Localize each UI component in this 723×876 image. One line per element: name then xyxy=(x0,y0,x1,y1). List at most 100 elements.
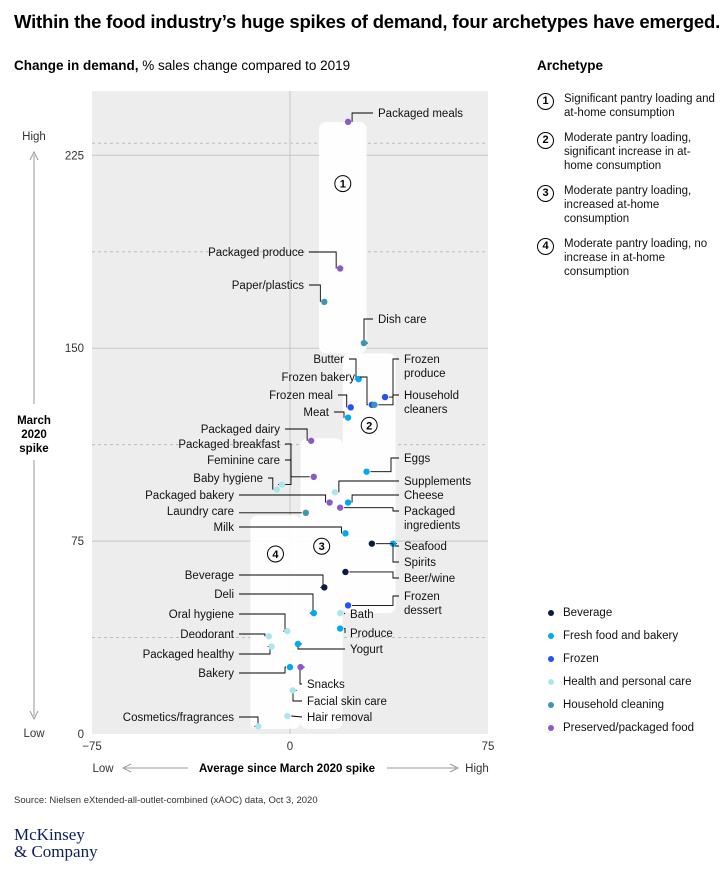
point-label-line: Frozen xyxy=(404,354,440,366)
leader-line xyxy=(309,284,321,302)
category-legend-item: Beverage xyxy=(548,601,694,624)
archetype-badge xyxy=(334,175,352,193)
archetype-legend-item: 1 Significant pantry loading and at-home … xyxy=(537,92,717,120)
leader-line xyxy=(239,666,286,674)
point-label-line: Frozen xyxy=(404,591,440,603)
point-label-line: cleaners xyxy=(404,404,448,416)
category-legend-item: Preserved/packaged food xyxy=(548,716,694,739)
leader-line xyxy=(344,628,346,633)
point-label: Eggs xyxy=(404,453,430,465)
legend-dot-icon xyxy=(548,701,554,708)
category-legend-item: Frozen xyxy=(548,647,694,670)
category-legend: Beverage Fresh food and bakery Frozen He… xyxy=(548,601,694,739)
point-label: Frozen produce xyxy=(404,354,446,380)
category-label: Beverage xyxy=(563,606,613,619)
point-label: Meat xyxy=(303,407,329,419)
archetype-region xyxy=(342,353,396,614)
point-label: Frozen dessert xyxy=(404,591,443,617)
y-axis-title-line: 2020 xyxy=(21,429,47,441)
data-point xyxy=(371,401,378,408)
data-point xyxy=(321,584,328,591)
leader-line xyxy=(239,494,327,503)
leader-line xyxy=(291,715,303,718)
leader-line xyxy=(309,251,337,269)
leader-line xyxy=(239,526,342,534)
point-label: Packaged healthy xyxy=(143,649,235,661)
point-label: Packaged bakery xyxy=(145,490,234,502)
point-label: Household cleaners xyxy=(404,390,459,416)
y-high-label: High xyxy=(22,131,46,143)
data-point xyxy=(265,633,273,640)
category-label: Household cleaning xyxy=(563,698,665,711)
y-axis-title-line: spike xyxy=(19,443,48,455)
point-label: Beer/wine xyxy=(404,573,455,585)
archetype-badge xyxy=(313,537,331,555)
point-label: Spirits xyxy=(404,557,436,569)
leader-line xyxy=(389,358,399,398)
data-point xyxy=(331,489,339,496)
source-note: Source: Nielsen eXtended-all-outlet-comb… xyxy=(14,795,318,806)
y-low-label: Low xyxy=(23,728,45,740)
point-label: Feminine care xyxy=(207,455,280,467)
leader-line xyxy=(360,376,368,406)
archetype-badge xyxy=(266,545,284,563)
archetype-number-badge: 4 xyxy=(537,238,554,255)
data-point xyxy=(363,468,370,475)
data-point xyxy=(347,404,354,411)
point-label: Packaged dairy xyxy=(201,424,281,436)
leader-line xyxy=(239,633,266,637)
point-label: Dish care xyxy=(378,314,427,326)
point-label: Frozen bakery xyxy=(281,372,355,384)
point-label: Bakery xyxy=(198,668,234,680)
data-point xyxy=(344,414,352,421)
point-label: Facial skin care xyxy=(307,696,387,708)
legend-dot-icon xyxy=(548,678,554,685)
leader-line xyxy=(334,411,345,419)
category-label: Preserved/packaged food xyxy=(563,721,695,734)
y-tick-label: 0 xyxy=(78,729,84,741)
legend-dot-icon xyxy=(548,724,554,731)
data-point xyxy=(344,118,352,126)
legend-dot-icon xyxy=(548,609,554,616)
data-point xyxy=(336,504,344,511)
archetype-badge-label: 4 xyxy=(272,549,279,561)
point-label: Beverage xyxy=(185,570,234,582)
point-label-line: Household xyxy=(404,390,459,402)
data-point xyxy=(326,499,333,506)
data-point xyxy=(368,540,376,547)
category-legend-item: Health and personal care xyxy=(548,670,694,693)
point-label: Packaged breakfast xyxy=(178,439,280,451)
y-axis-title-line: March xyxy=(17,415,51,427)
y-axis-title: March 2020 spike xyxy=(17,415,51,455)
y-arrow-up-icon xyxy=(29,150,39,161)
category-legend-item: Fresh food and bakery xyxy=(548,624,694,647)
point-label: Cosmetics/fragrances xyxy=(123,712,234,724)
point-label: Baby hygiene xyxy=(193,473,263,485)
x-tick-label: 75 xyxy=(482,741,495,753)
logo-line: McKinsey xyxy=(14,825,85,844)
archetype-badge xyxy=(360,416,378,434)
point-label: Oral hygiene xyxy=(169,609,234,621)
data-point xyxy=(355,375,362,383)
point-label: Packaged ingredients xyxy=(404,506,461,532)
category-label: Fresh food and bakery xyxy=(563,629,679,642)
archetype-legend: 1 Significant pantry loading and at-home … xyxy=(537,92,717,290)
point-label: Produce xyxy=(350,628,393,640)
legend-dot-icon xyxy=(548,632,554,639)
chart-subtitle: Change in demand, % sales change compare… xyxy=(14,58,350,73)
archetype-legend-title: Archetype xyxy=(537,58,604,73)
data-point xyxy=(284,627,291,635)
archetype-badge-label: 3 xyxy=(319,541,325,553)
archetype-legend-item: 3 Moderate pantry loading, increased at-h… xyxy=(537,184,717,226)
data-point xyxy=(336,609,344,617)
leader-line xyxy=(349,358,357,380)
point-label: Deli xyxy=(214,589,234,601)
archetype-region xyxy=(250,515,301,729)
point-label: Laundry care xyxy=(167,506,234,518)
y-tick-label: 75 xyxy=(71,536,84,548)
archetype-description: Moderate pantry loading, increased at-ho… xyxy=(564,185,692,225)
leader-line xyxy=(338,480,399,493)
leader-line xyxy=(351,494,399,503)
logo-line: & Company xyxy=(14,842,98,861)
archetype-number-badge: 1 xyxy=(537,93,554,110)
